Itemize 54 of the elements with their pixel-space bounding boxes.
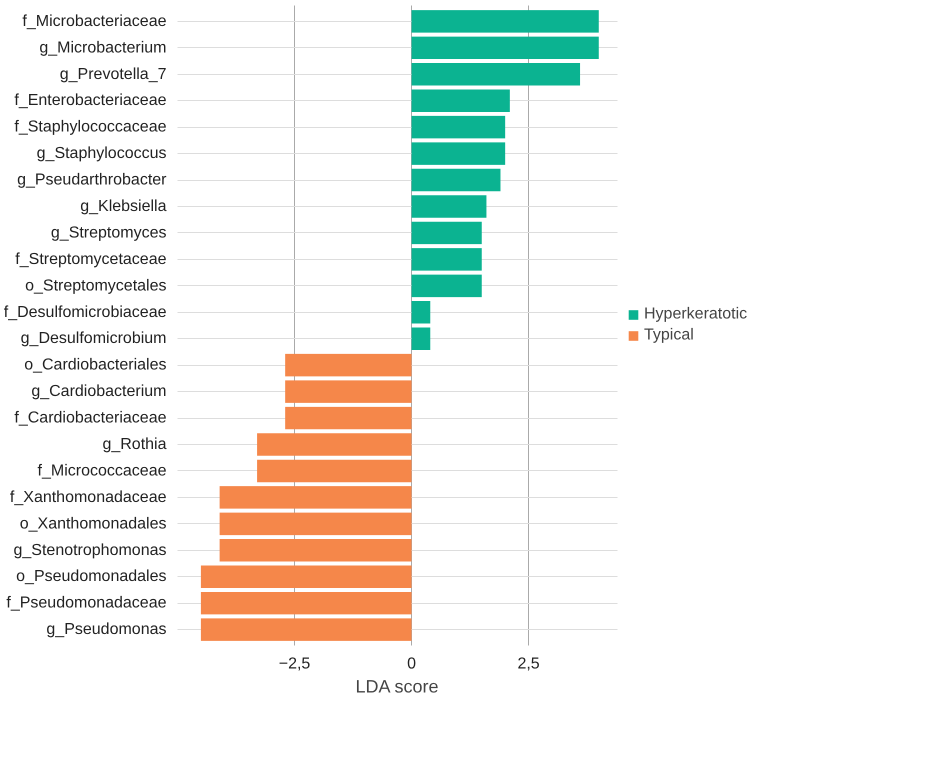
bar bbox=[220, 539, 412, 562]
x-tick-label: 2,5 bbox=[517, 656, 540, 672]
bar bbox=[285, 406, 412, 430]
y-tick-label: f_Streptomycetaceae bbox=[15, 250, 167, 268]
y-tick-label: g_Pseudarthrobacter bbox=[17, 172, 168, 189]
bar bbox=[200, 566, 412, 588]
legend-label: Typical bbox=[644, 326, 694, 344]
y-tick-label: g_Prevotella_7 bbox=[60, 66, 167, 83]
legend-label: Hyperkeratotic bbox=[644, 306, 748, 324]
bar bbox=[285, 380, 412, 403]
y-tick-label: o_Streptomycetales bbox=[25, 277, 166, 294]
y-tick-label: g_Desulfomicrobium bbox=[20, 330, 167, 348]
bar bbox=[220, 486, 412, 509]
bar bbox=[412, 36, 599, 60]
y-tick-label: f_Cardiobacteriaceae bbox=[14, 410, 167, 427]
y-tick-label: g_Pseudomonas bbox=[46, 621, 167, 638]
bar bbox=[412, 222, 482, 244]
y-tick-label: f_Pseudomonadaceae bbox=[6, 594, 167, 612]
y-tick-label: g_Staphylococcus bbox=[36, 145, 166, 162]
bar bbox=[412, 116, 506, 138]
y-tick-label: o_Pseudomonadales bbox=[16, 568, 167, 586]
bar bbox=[412, 195, 486, 218]
y-tick-label: f_Microbacteriaceae bbox=[22, 12, 167, 30]
bar bbox=[200, 592, 412, 614]
y-tick-label: o_Cardiobacteriales bbox=[24, 356, 167, 374]
x-tick-label: −2,5 bbox=[278, 656, 310, 672]
y-tick-label: o_Xanthomonadales bbox=[20, 515, 166, 532]
y-tick-label: g_Klebsiella bbox=[80, 198, 167, 215]
bar bbox=[412, 10, 599, 33]
y-tick-label: g_Stenotrophomonas bbox=[14, 542, 166, 559]
bar bbox=[412, 274, 482, 298]
bar bbox=[220, 512, 412, 536]
x-axis-title: LDA score bbox=[355, 676, 439, 696]
bar bbox=[285, 354, 412, 376]
bar bbox=[412, 89, 510, 112]
y-tick-label: g_Rothia bbox=[102, 436, 167, 454]
x-tick-label: 0 bbox=[407, 656, 416, 672]
bar bbox=[412, 168, 500, 192]
y-tick-label: f_Desulfomicrobiaceae bbox=[4, 304, 167, 321]
bar bbox=[412, 301, 430, 324]
y-tick-label: g_Microbacterium bbox=[39, 39, 166, 56]
bar bbox=[257, 460, 412, 482]
y-tick-label: g_Streptomyces bbox=[50, 224, 166, 242]
bar bbox=[412, 327, 430, 350]
bar bbox=[257, 433, 412, 456]
bar bbox=[412, 142, 506, 165]
y-tick-label: f_Xanthomonadaceae bbox=[10, 488, 167, 506]
bar bbox=[200, 618, 412, 641]
y-tick-label: f_Enterobacteriaceae bbox=[14, 92, 167, 110]
bar bbox=[412, 63, 580, 86]
y-tick-label: f_Micrococcaceae bbox=[38, 462, 167, 480]
y-tick-label: f_Staphylococcaceae bbox=[14, 118, 167, 136]
bar bbox=[412, 248, 482, 271]
y-tick-label: g_Cardiobacterium bbox=[31, 383, 167, 400]
